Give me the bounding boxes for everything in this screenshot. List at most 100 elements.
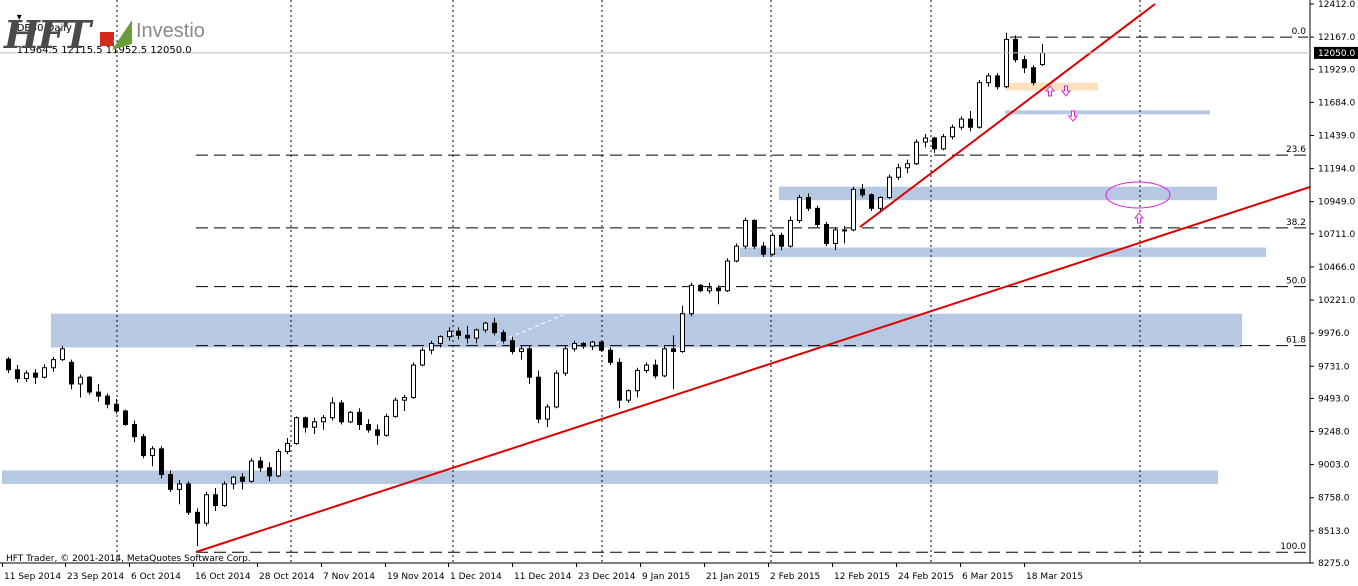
candle-body [177,483,182,490]
candle [321,415,326,430]
candle [896,163,901,180]
chart-header: ▾ DE30,Daily 11964.5 12115.5 11952.5 120… [4,1,192,67]
support-zone [1005,82,1098,91]
candle-body [536,376,541,420]
candle-body [581,342,586,347]
candle-body [626,390,631,401]
candle [492,317,497,336]
candle-body [1004,38,1009,88]
candle-body [1013,38,1018,61]
candle-body [806,196,811,209]
candle [15,365,20,383]
candle [132,420,137,443]
candle [554,370,559,409]
candle-body [770,234,775,255]
fibonacci-layer: 0.0 23.6 38.2 50.0 61.8 100.0 [196,27,1308,553]
price-tick-label: 10711.0 [1318,230,1355,240]
price-axis: 12412.0 12167.0 11929.0 11684.0 11439.0 11194… [0,0,1358,569]
candle [599,340,604,352]
candle [590,340,595,351]
time-tick-label: 6 Oct 2014 [131,572,181,582]
candle-body [60,348,65,361]
candle [752,219,757,249]
candle-body [527,348,532,378]
copyright-text: HFT Trader, © 2001-2014, MetaQuotes Soft… [6,554,251,564]
candle [968,111,973,132]
candle [734,243,739,263]
candle-body [1031,67,1036,84]
candle [878,196,883,212]
candle [474,328,479,344]
up-arrow-icon [1133,212,1145,224]
candle-body [195,511,200,524]
candle-body [1040,52,1045,65]
price-tick-label: 12412.0 [1318,0,1355,10]
candle [914,139,919,166]
candle [438,335,443,348]
price-tick-label: 10949.0 [1318,198,1355,208]
candle [222,481,227,507]
candles-layer [6,32,1045,547]
candle [393,397,398,418]
candle-body [276,451,281,477]
candle-body [366,423,371,431]
time-tick-label: 28 Oct 2014 [259,572,315,582]
symbol-label: DE30,Daily [16,23,72,34]
candle [1004,32,1009,89]
candle-body [635,369,640,392]
candle-body [743,219,748,247]
candle-body [87,376,92,393]
candle [662,346,667,378]
candle [608,347,613,366]
candle-body [186,483,191,513]
candle-body [797,196,802,221]
candle-body [545,406,550,420]
price-tick-label: 9731.0 [1318,362,1350,372]
time-tick-label: 23 Dec 2014 [578,572,636,582]
support-zone [740,247,1266,257]
candle [797,194,802,224]
candle-body [231,476,236,485]
candle-body [869,194,874,209]
candle [96,383,101,402]
candle [815,205,820,228]
time-tick-label: 24 Feb 2015 [898,572,954,582]
candle-body [105,395,110,405]
candle [294,416,299,445]
candle-body [761,245,766,255]
candle-body [339,402,344,423]
dashed-channel-line [495,314,564,344]
candle [150,446,155,467]
candle [51,356,56,372]
fib-level-label: 0.0 [1292,27,1307,37]
candle-body [375,429,380,436]
candle [483,321,488,333]
trendline [195,186,1311,553]
menu-triangle-icon[interactable]: ▾ [16,12,22,23]
candle [33,369,38,384]
candle-body [483,322,488,331]
candle-body [150,448,155,457]
candle-body [878,196,883,209]
candle-body [24,372,29,380]
candle [186,481,191,516]
candle [1022,55,1027,74]
fib-level-label: 38.2 [1286,218,1306,228]
candle-body [842,229,847,232]
candle-body [411,364,416,398]
price-tick-label: 11194.0 [1318,165,1355,175]
price-tick-label: 9248.0 [1318,428,1350,438]
candle [510,336,515,355]
candle [959,116,964,130]
candle [905,159,910,174]
candle [276,448,281,478]
candle [447,327,452,341]
candle-body [599,341,604,351]
candle-body [734,245,739,262]
candle [536,370,541,424]
candle-body [303,417,308,428]
candle [743,217,748,249]
candle [285,438,290,455]
